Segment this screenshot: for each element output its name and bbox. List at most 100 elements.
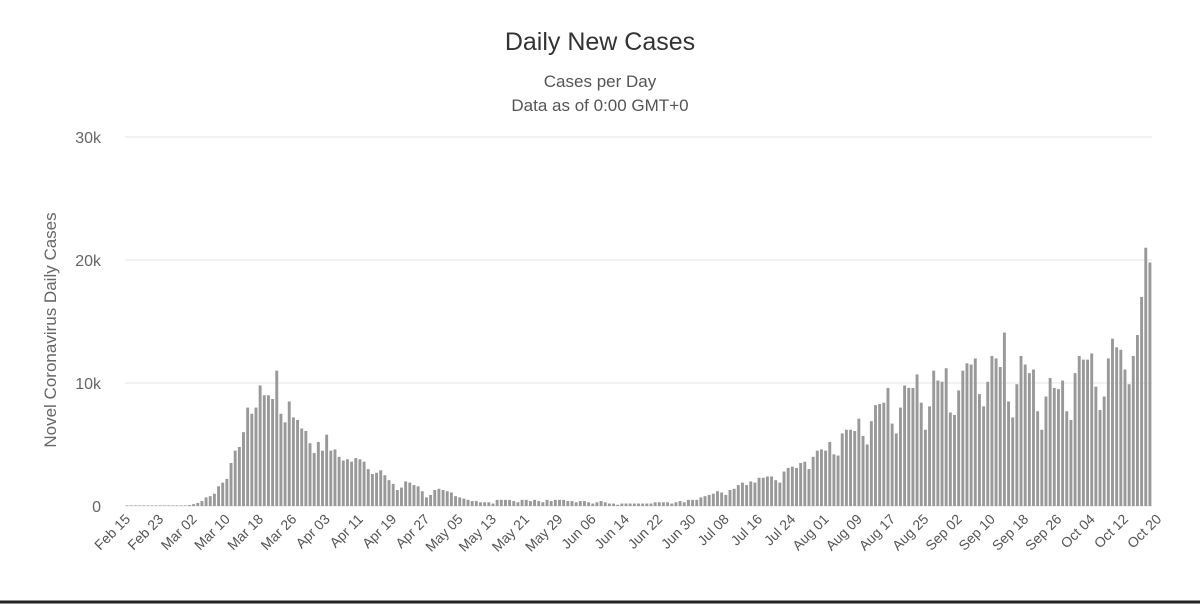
bar	[1111, 338, 1114, 506]
bar	[716, 491, 719, 506]
bar	[753, 482, 757, 506]
bar	[878, 403, 882, 506]
bar	[1094, 386, 1098, 506]
bar	[1144, 247, 1148, 506]
bar	[782, 471, 786, 506]
bar	[661, 502, 665, 506]
y-tick-label: 20k	[75, 253, 102, 270]
x-tick-label: Aug 01	[789, 511, 832, 554]
bar	[849, 429, 853, 506]
bar	[296, 419, 300, 506]
bar	[520, 499, 524, 506]
bar	[1123, 369, 1127, 506]
bar	[562, 499, 566, 506]
bar	[707, 494, 711, 506]
bar	[400, 487, 403, 506]
bar	[1015, 384, 1019, 506]
x-tick-label: Mar 10	[191, 511, 233, 553]
bar	[637, 503, 640, 506]
bar	[412, 485, 416, 506]
bar	[503, 499, 507, 506]
bar	[408, 482, 412, 506]
bar	[291, 417, 295, 506]
bar	[533, 499, 537, 506]
x-tick-label: Sep 26	[1022, 511, 1065, 554]
x-tick-label: Sep 10	[955, 511, 998, 554]
bar	[266, 395, 270, 506]
bar	[795, 467, 798, 506]
bar	[221, 482, 225, 506]
x-tick-label: Apr 11	[326, 511, 366, 551]
bar	[250, 413, 254, 506]
bar	[146, 505, 150, 506]
bar	[483, 502, 487, 506]
bar	[957, 390, 961, 506]
bar	[973, 358, 977, 506]
bar	[553, 499, 557, 506]
bar	[1002, 332, 1006, 506]
bar	[936, 380, 940, 506]
bar	[321, 450, 324, 506]
bar	[192, 504, 196, 506]
bar	[358, 459, 362, 506]
bar	[1073, 373, 1077, 506]
bar	[691, 499, 695, 506]
bar	[362, 461, 366, 506]
bar	[499, 499, 503, 506]
bar	[986, 381, 990, 506]
bar	[699, 497, 703, 506]
bar	[645, 503, 649, 506]
bar	[271, 398, 275, 506]
x-tick-label: Mar 26	[257, 511, 299, 553]
bar	[1065, 411, 1069, 506]
bar	[786, 467, 790, 506]
bar	[167, 505, 171, 506]
bar	[466, 499, 470, 506]
bar	[445, 491, 449, 506]
bar	[582, 501, 586, 506]
bar	[994, 358, 998, 506]
gridlines	[125, 136, 1152, 507]
bar	[1086, 359, 1090, 506]
bar	[404, 481, 408, 506]
bar	[171, 505, 175, 506]
bar	[308, 443, 312, 506]
bar	[237, 446, 241, 506]
bar	[524, 499, 528, 506]
bar	[674, 502, 678, 506]
bar	[495, 499, 499, 506]
bar	[657, 502, 661, 506]
bar	[329, 450, 333, 506]
bar	[395, 490, 399, 506]
bar	[607, 503, 611, 506]
bar	[150, 505, 154, 506]
bar	[566, 501, 570, 506]
bar	[670, 503, 674, 506]
bar	[874, 405, 877, 506]
bar	[337, 456, 341, 506]
bar	[341, 460, 345, 506]
bar	[616, 504, 620, 506]
bar	[242, 432, 245, 506]
x-tick-label: Feb 23	[124, 511, 166, 553]
bar	[761, 477, 765, 506]
bar	[1056, 389, 1060, 506]
bar	[479, 502, 482, 506]
bar	[853, 430, 857, 506]
bar	[595, 502, 599, 506]
bar	[233, 450, 237, 506]
bar	[375, 472, 379, 506]
bar	[1044, 396, 1048, 506]
bar	[354, 458, 358, 506]
x-tick-label: May 29	[522, 511, 566, 555]
bar	[1131, 355, 1135, 506]
bar	[578, 501, 582, 506]
bar	[915, 374, 919, 506]
x-tick-label: Jul 16	[727, 511, 765, 549]
bar	[528, 501, 532, 506]
bar	[300, 428, 304, 506]
bar	[312, 453, 316, 506]
x-tick-label: Oct 20	[1124, 511, 1165, 552]
bar	[470, 501, 474, 506]
